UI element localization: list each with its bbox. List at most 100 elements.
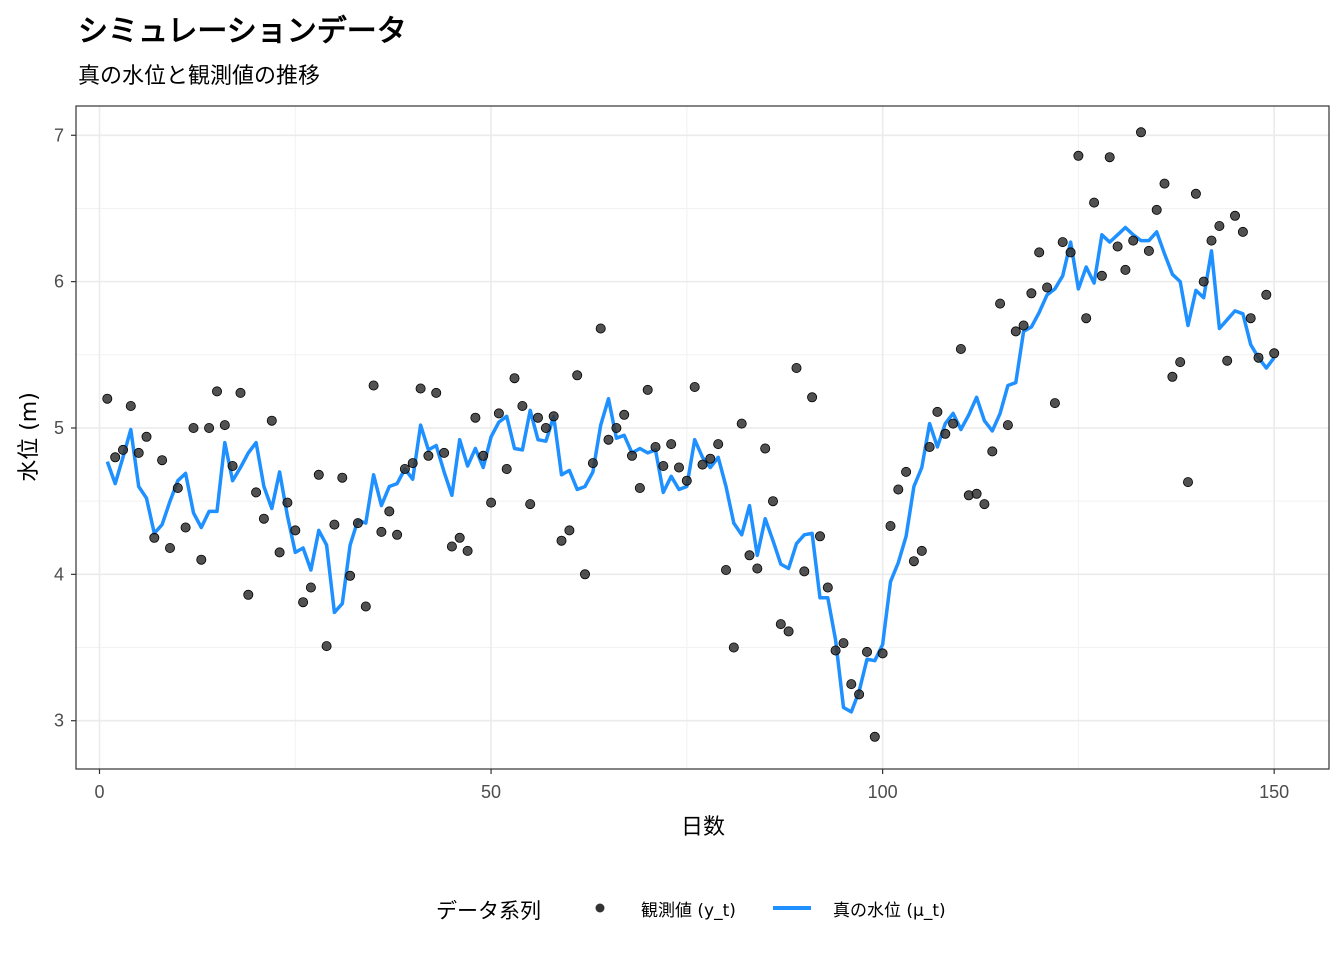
observation-point [1214, 220, 1225, 231]
observation-point [728, 642, 739, 653]
observation-point [1018, 320, 1029, 331]
observation-point [211, 386, 222, 397]
observation-point [110, 452, 121, 463]
observation-point [102, 393, 113, 404]
observation-point [572, 370, 583, 381]
observation-point [932, 406, 943, 417]
observation-point [924, 441, 935, 452]
observation-point [180, 522, 191, 533]
x-axis-title: 日数 [681, 815, 725, 840]
observation-point [243, 589, 254, 600]
legend-point-key [595, 903, 605, 913]
observation-point [955, 343, 966, 354]
observation-point [846, 679, 857, 690]
plot-panel-border [75, 105, 1330, 770]
observation-point [1010, 326, 1021, 337]
observation-point [266, 415, 277, 426]
observation-point [1089, 197, 1100, 208]
observation-point [869, 731, 880, 742]
x-tick-label: 150 [1259, 782, 1289, 802]
observation-point [454, 532, 465, 543]
observation-point [893, 484, 904, 495]
legend-label-observed: 観測値 (y_t) [641, 901, 736, 921]
observation-point [305, 582, 316, 593]
observation-point [149, 532, 160, 543]
observation-point [838, 638, 849, 649]
observation-point [642, 384, 653, 395]
observation-point [204, 422, 215, 433]
observation-point [1073, 150, 1084, 161]
observation-point [987, 446, 998, 457]
y-axis-title: 水位 (m) [17, 392, 42, 482]
observation-point [493, 408, 504, 419]
observation-point [689, 381, 700, 392]
observation-point [948, 418, 959, 429]
observation-point [634, 482, 645, 493]
observation-point [611, 422, 622, 433]
observation-point [251, 487, 262, 498]
observation-point [368, 380, 379, 391]
y-tick-label: 5 [54, 418, 64, 438]
observation-point [760, 443, 771, 454]
observation-point [721, 565, 732, 576]
observation-point [979, 499, 990, 510]
observation-point [713, 439, 724, 450]
observation-point [877, 648, 888, 659]
chart-title: シミュレーションデータ [78, 14, 407, 49]
observation-point [1026, 288, 1037, 299]
observation-point [854, 689, 865, 700]
observation-point [360, 601, 371, 612]
y-tick-label: 6 [54, 272, 64, 292]
x-axis-ticks: 0 50 100 150 [94, 769, 1289, 802]
observation-point [548, 411, 559, 422]
observation-point [282, 497, 293, 508]
observation-point [1065, 247, 1076, 258]
observation-point [423, 450, 434, 461]
observation-point [666, 439, 677, 450]
observation-point [1034, 247, 1045, 258]
observation-point [517, 400, 528, 411]
observation-point [274, 547, 285, 558]
observation-point [799, 566, 810, 577]
observation-point [446, 541, 457, 552]
observation-point [908, 556, 919, 567]
x-tick-label: 100 [868, 782, 898, 802]
observation-point [681, 475, 692, 486]
observation-point [509, 373, 520, 384]
observation-point [705, 453, 716, 464]
observation-point [1206, 235, 1217, 246]
observation-point [1002, 420, 1013, 431]
observation-point [501, 463, 512, 474]
observation-point [321, 641, 332, 652]
observation-point [1057, 237, 1068, 248]
chart-subtitle: 真の水位と観測値の推移 [78, 64, 321, 89]
observation-point [525, 499, 536, 510]
observation-point [133, 447, 144, 458]
observation-point [352, 518, 363, 529]
observation-point [118, 444, 129, 455]
observation-point [478, 450, 489, 461]
observation-point [783, 626, 794, 637]
observation-point [1128, 235, 1139, 246]
observation-point [533, 412, 544, 423]
observation-point [556, 535, 567, 546]
observation-point [580, 569, 591, 580]
observation-point [1261, 289, 1272, 300]
y-tick-label: 7 [54, 125, 64, 145]
observation-point [486, 497, 497, 508]
observation-point [1120, 264, 1131, 275]
observation-point [564, 525, 575, 536]
observation-point [744, 550, 755, 561]
observation-point [1081, 313, 1092, 324]
observation-point [1237, 226, 1248, 237]
observation-point [940, 428, 951, 439]
observation-point [587, 458, 598, 469]
grid-lines [76, 106, 1329, 769]
observation-point [1049, 398, 1060, 409]
observation-point [807, 392, 818, 403]
observation-point [1143, 245, 1154, 256]
observation-point [345, 570, 356, 581]
observation-point [775, 619, 786, 630]
observation-point [815, 531, 826, 542]
observation-point [415, 383, 426, 394]
